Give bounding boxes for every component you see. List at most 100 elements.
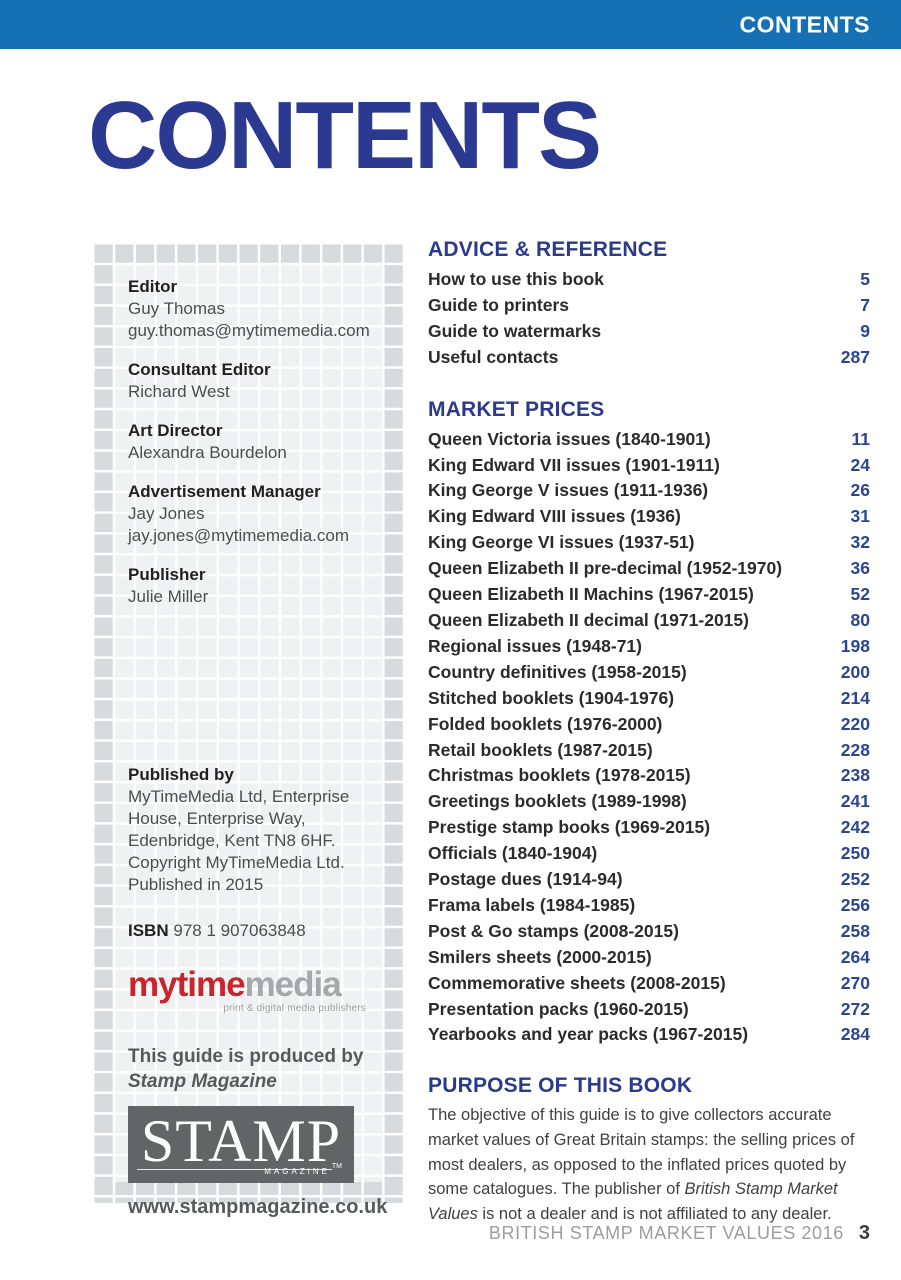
stamp-logo-subtitle: MAGAZINE xyxy=(264,1167,330,1176)
toc-item-label: Queen Elizabeth II decimal (1971-2015) xyxy=(428,609,749,630)
toc-row: Country definitives (1958-2015) 200 xyxy=(428,660,870,686)
mytimemedia-logo: mytimemedia print & digital media publis… xyxy=(128,967,393,1014)
published-by-line: House, Enterprise Way, xyxy=(128,809,306,828)
toc-row: Retail booklets (1987-2015) 228 xyxy=(428,738,870,764)
toc-item-page: 228 xyxy=(840,739,870,760)
produced-by-note: This guide is produced by Stamp Magazine xyxy=(128,1044,393,1094)
top-header-bar: CONTENTS xyxy=(0,0,901,49)
produced-by-line1: This guide is produced by xyxy=(128,1046,364,1067)
staff-role: Publisher xyxy=(128,565,206,584)
toc-item-page: 272 xyxy=(840,998,870,1019)
contents-column: ADVICE & REFERENCE How to use this book 5 G… xyxy=(428,238,870,1226)
stamp-magazine-logo: STAMP MAGAZINE TM xyxy=(128,1106,354,1183)
toc-item-label: How to use this book xyxy=(428,269,604,289)
toc-item-label: Officials (1840-1904) xyxy=(428,843,598,864)
staff-role: Consultant Editor xyxy=(128,360,271,379)
staff-list: Editor Guy Thomas guy.thomas@mytimemedia.c… xyxy=(128,276,393,608)
toc: ADVICE & REFERENCE How to use this book 5 G… xyxy=(428,238,870,1048)
mytimemedia-wordmark: mytimemedia xyxy=(128,967,393,1002)
toc-item-page: 258 xyxy=(840,920,870,941)
footer-book-title: BRITISH STAMP MARKET VALUES 2016 xyxy=(488,1223,844,1243)
staff-email: guy.thomas@mytimemedia.com xyxy=(128,321,370,340)
toc-item-label: Queen Elizabeth II Machins (1967-2015) xyxy=(428,584,754,605)
toc-row: Queen Elizabeth II Machins (1967-2015) 52 xyxy=(428,582,870,608)
toc-item-page: 250 xyxy=(840,843,870,864)
purpose-text-after: is not a dealer and is not affiliated to… xyxy=(477,1204,832,1223)
toc-item-page: 7 xyxy=(860,294,870,315)
staff-block: Editor Guy Thomas guy.thomas@mytimemedia.c… xyxy=(128,276,393,342)
purpose-text-before: The objective of this guide is to give c… xyxy=(428,1106,855,1199)
toc-item-page: 214 xyxy=(840,687,870,708)
toc-item-label: King Edward VIII issues (1936) xyxy=(428,506,681,527)
toc-item-label: Prestige stamp books (1969-2015) xyxy=(428,817,711,838)
header-contents-label: CONTENTS xyxy=(739,11,870,37)
staff-block: Art Director Alexandra Bourdelon xyxy=(128,420,393,464)
website-url: www.stampmagazine.co.uk xyxy=(128,1196,388,1218)
published-by-line: Edenbridge, Kent TN8 6HF. xyxy=(128,831,336,850)
toc-row: King George V issues (1911-1936) 26 xyxy=(428,478,870,504)
published-by-line: Published in 2015 xyxy=(128,875,264,894)
published-by-line: Copyright MyTimeMedia Ltd. xyxy=(128,853,345,872)
masthead-content: Editor Guy Thomas guy.thomas@mytimemedia.c… xyxy=(92,242,403,1219)
toc-item-label: Guide to watermarks xyxy=(428,320,602,341)
mytimemedia-logo-gray-part: media xyxy=(244,965,342,1004)
toc-item-label: Useful contacts xyxy=(428,346,559,367)
toc-row: Postage dues (1914-94) 252 xyxy=(428,867,870,893)
stamp-logo-rule xyxy=(137,1169,332,1170)
masthead-sidebar: Editor Guy Thomas guy.thomas@mytimemedia.c… xyxy=(92,242,403,1218)
section-heading: MARKET PRICES xyxy=(428,397,605,421)
toc-row: Queen Elizabeth II decimal (1971-2015) 80 xyxy=(428,608,870,634)
toc-item-label: Country definitives (1958-2015) xyxy=(428,661,687,682)
toc-item-page: 270 xyxy=(840,972,870,993)
toc-row: Stitched booklets (1904-1976) 214 xyxy=(428,686,870,712)
isbn-label: ISBN xyxy=(128,921,169,940)
toc-row: Post & Go stamps (2008-2015) 258 xyxy=(428,919,870,945)
toc-row: How to use this book 5 xyxy=(428,267,870,293)
toc-row: Prestige stamp books (1969-2015) 242 xyxy=(428,815,870,841)
staff-block: Advertisement Manager Jay Jones jay.jones@… xyxy=(128,481,393,547)
toc-item-label: Commemorative sheets (2008-2015) xyxy=(428,972,726,993)
toc-item-page: 284 xyxy=(840,1024,870,1045)
staff-role: Editor xyxy=(128,277,178,296)
isbn-line: ISBN 978 1 907063848 xyxy=(128,921,393,941)
toc-item-label: Christmas booklets (1978-2015) xyxy=(428,765,691,786)
toc-item-label: Regional issues (1948-71) xyxy=(428,635,642,656)
purpose-paragraph: The objective of this guide is to give c… xyxy=(428,1103,870,1226)
toc-item-page: 80 xyxy=(850,609,870,630)
toc-item-page: 287 xyxy=(840,346,870,367)
staff-block: Publisher Julie Miller xyxy=(128,564,393,608)
published-by-line: MyTimeMedia Ltd, Enterprise xyxy=(128,787,350,806)
toc-row: King Edward VIII issues (1936) 31 xyxy=(428,504,870,530)
page-footer: BRITISH STAMP MARKET VALUES 2016 3 xyxy=(489,1222,870,1245)
toc-item-page: 31 xyxy=(850,506,870,527)
toc-item-label: Guide to printers xyxy=(428,294,569,315)
toc-section: ADVICE & REFERENCE How to use this book 5 G… xyxy=(428,238,870,371)
toc-item-page: 252 xyxy=(840,869,870,890)
toc-item-label: Retail booklets (1987-2015) xyxy=(428,739,653,760)
purpose-heading: PURPOSE OF THIS BOOK xyxy=(428,1074,693,1098)
toc-item-page: 11 xyxy=(851,428,871,449)
toc-row: Christmas booklets (1978-2015) 238 xyxy=(428,763,870,789)
toc-item-label: Smilers sheets (2000-2015) xyxy=(428,946,652,967)
toc-item-label: Queen Victoria issues (1840-1901) xyxy=(428,428,711,449)
toc-item-label: King Edward VII issues (1901-1911) xyxy=(428,454,720,475)
toc-item-page: 264 xyxy=(840,946,870,967)
toc-item-label: King George V issues (1911-1936) xyxy=(428,480,709,501)
mytimemedia-tagline: print & digital media publishers xyxy=(223,1003,366,1014)
toc-item-label: Queen Elizabeth II pre-decimal (1952-197… xyxy=(428,558,783,579)
toc-item-page: 198 xyxy=(840,635,870,656)
toc-row: Queen Victoria issues (1840-1901) 11 xyxy=(428,427,870,453)
toc-item-label: Postage dues (1914-94) xyxy=(428,869,623,890)
toc-row: Commemorative sheets (2008-2015) 270 xyxy=(428,971,870,997)
toc-item-label: Presentation packs (1960-2015) xyxy=(428,998,689,1019)
trademark-symbol: TM xyxy=(331,1163,342,1170)
toc-item-page: 24 xyxy=(850,454,870,475)
toc-item-page: 256 xyxy=(840,894,870,915)
staff-role: Art Director xyxy=(128,421,223,440)
section-heading: ADVICE & REFERENCE xyxy=(428,238,668,261)
toc-item-page: 242 xyxy=(840,817,870,838)
staff-name: Richard West xyxy=(128,382,230,401)
toc-row: Yearbooks and year packs (1967-2015) 284 xyxy=(428,1022,870,1048)
grid-pattern-background xyxy=(112,262,383,1183)
toc-item-page: 200 xyxy=(840,661,870,682)
